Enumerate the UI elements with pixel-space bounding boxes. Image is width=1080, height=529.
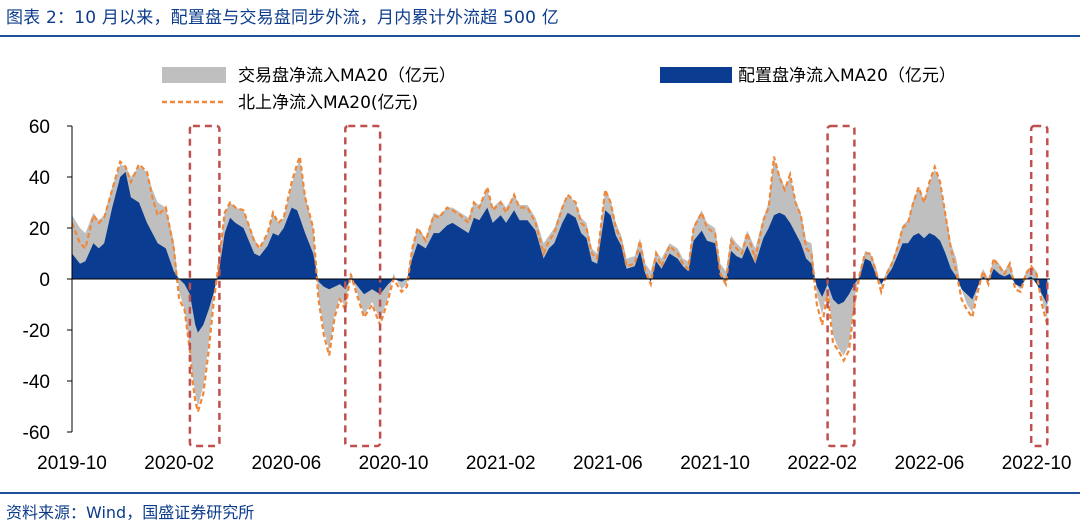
northbound-line	[72, 156, 1049, 416]
x-tick-label: 2020-10	[359, 453, 429, 474]
x-tick-label: 2022-02	[787, 453, 857, 474]
y-tick-label: 40	[29, 168, 50, 189]
chart: 交易盘净流入MA20（亿元） 配置盘净流入MA20（亿元） 北上净流入MA20(…	[23, 66, 1072, 474]
x-tick-label: 2021-10	[680, 453, 750, 474]
legend-label-northbound: 北上净流入MA20(亿元)	[238, 93, 418, 113]
y-tick-label: 0	[39, 270, 50, 291]
legend: 交易盘净流入MA20（亿元） 配置盘净流入MA20（亿元） 北上净流入MA20(…	[162, 66, 956, 113]
x-tick-label: 2020-02	[144, 453, 214, 474]
y-tick-label: -20	[23, 321, 50, 342]
y-tick-label: -40	[23, 372, 50, 393]
highlight-box-2	[344, 124, 382, 448]
legend-swatch-trading	[162, 67, 226, 83]
y-tick-label: 20	[29, 219, 50, 240]
x-tick-label: 2021-06	[573, 453, 643, 474]
y-tick-label: -60	[23, 423, 50, 444]
highlight-box-4	[1029, 124, 1049, 448]
source-rule	[0, 492, 1080, 494]
legend-label-allocation: 配置盘净流入MA20（亿元）	[738, 66, 956, 86]
legend-swatch-allocation	[660, 67, 732, 83]
x-tick-label: 2022-10	[1002, 453, 1072, 474]
x-tick-label: 2020-06	[251, 453, 321, 474]
title-rule	[0, 35, 1080, 37]
figure-title: 图表 2：10 月以来，配置盘与交易盘同步外流，月内累计外流超 500 亿	[6, 8, 559, 28]
legend-label-trading: 交易盘净流入MA20（亿元）	[238, 66, 456, 86]
y-tick-label: 60	[29, 117, 50, 138]
x-tick-label: 2022-06	[895, 453, 965, 474]
highlight-box-1	[188, 124, 221, 448]
x-tick-label: 2021-02	[466, 453, 536, 474]
source-note: 资料来源：Wind，国盛证券研究所	[6, 503, 255, 522]
highlight-box-3	[826, 124, 856, 448]
allocation-area	[72, 171, 1048, 333]
x-tick-label: 2019-10	[37, 453, 107, 474]
